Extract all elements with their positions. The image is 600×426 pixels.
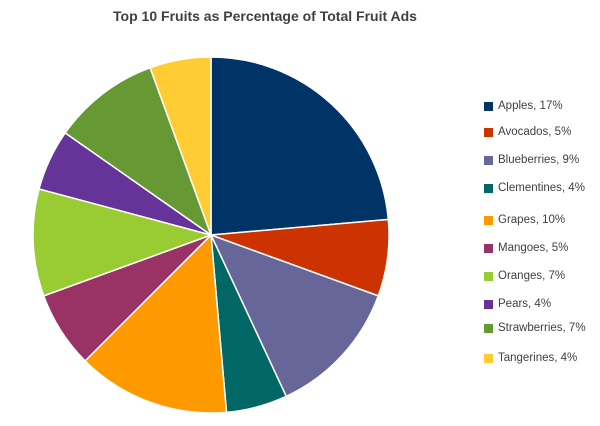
pie-slice-blueberries	[209, 233, 380, 398]
legend-label: Clementines, 4%	[498, 182, 585, 194]
pie-slice-grapes	[84, 233, 228, 414]
legend-label: Strawberries, 7%	[498, 322, 586, 334]
legend-swatch	[484, 156, 493, 165]
pie-slice-oranges	[32, 188, 214, 297]
legend-label: Apples, 17%	[498, 100, 563, 112]
chart-title: Top 10 Fruits as Percentage of Total Fru…	[113, 8, 417, 24]
legend-swatch	[484, 300, 493, 309]
legend-label: Grapes, 10%	[498, 214, 566, 226]
legend-swatch	[484, 324, 493, 333]
pie-slice-apples	[210, 56, 390, 236]
legend-label: Blueberries, 9%	[498, 154, 580, 166]
legend-swatch	[484, 184, 493, 193]
legend-swatch	[484, 272, 493, 281]
legend-swatch	[484, 244, 493, 253]
legend-label: Pears, 4%	[498, 298, 552, 310]
legend-swatch	[484, 102, 493, 111]
pie-slice-strawberries	[64, 66, 213, 237]
legend-label: Mangoes, 5%	[498, 242, 569, 254]
legend-swatch	[484, 128, 493, 137]
legend-swatch	[484, 216, 493, 225]
legend-label: Oranges, 7%	[498, 270, 566, 282]
legend-label: Tangerines, 4%	[498, 352, 578, 364]
pie-slice-tangerines	[149, 56, 212, 236]
legend-swatch	[484, 354, 493, 363]
legend-label: Avocados, 5%	[498, 126, 572, 138]
